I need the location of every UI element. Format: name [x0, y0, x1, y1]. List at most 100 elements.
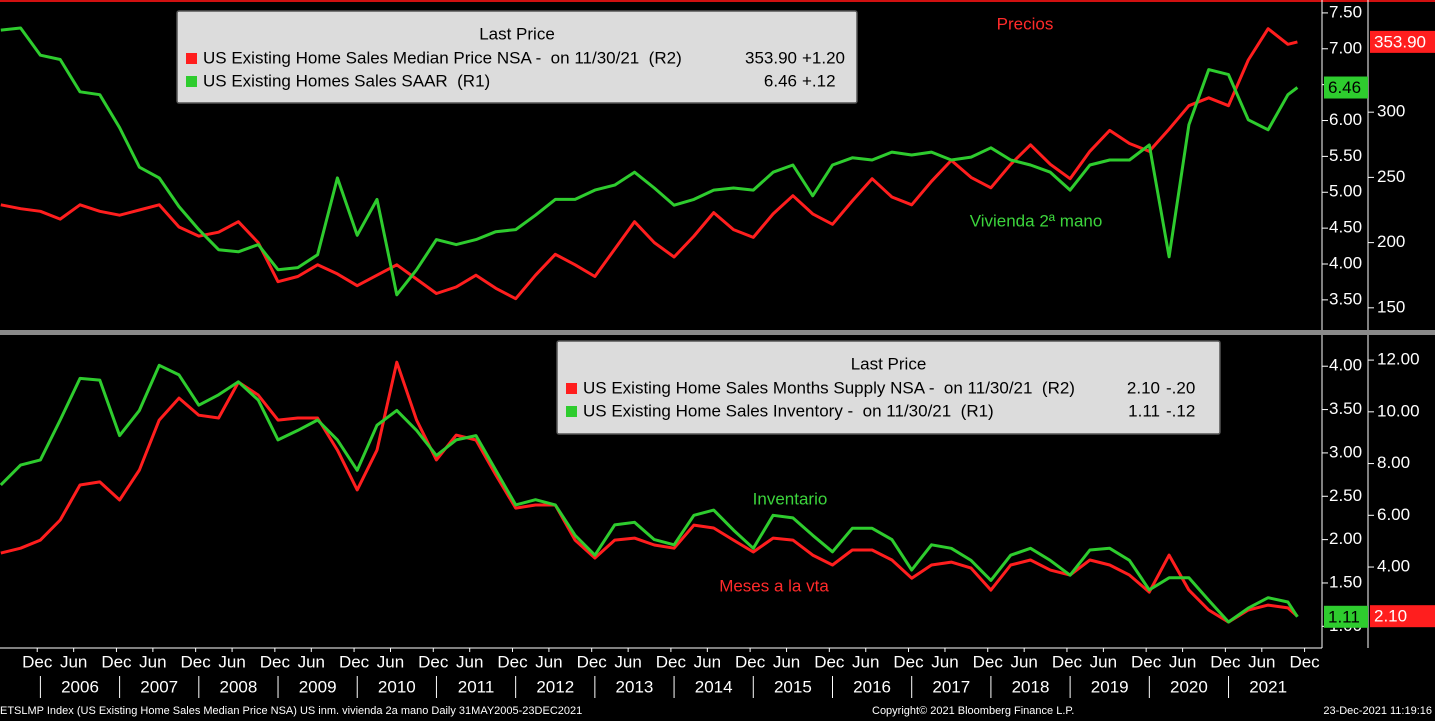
legend-title: Last Price: [479, 24, 555, 43]
x-tick-label: Jun: [1090, 652, 1117, 671]
x-tick-label: Dec: [181, 652, 212, 671]
x-tick-label: Jun: [377, 652, 404, 671]
last-value-label: 6.46: [1328, 78, 1361, 97]
annotation: Meses a la vta: [719, 576, 829, 595]
footer-source: ETSLMP Index (US Existing Home Sales Med…: [0, 705, 582, 717]
series-line: [0, 363, 1299, 624]
last-value-label: 353.90: [1374, 32, 1426, 51]
y2-tick-label: 12.00: [1377, 350, 1420, 369]
x-tick-label: Jun: [694, 652, 721, 671]
footer-copyright: Copyright© 2021 Bloomberg Finance L.P.: [872, 705, 1074, 717]
legend-change: +1.20: [802, 48, 845, 67]
x-tick-label: Dec: [260, 652, 291, 671]
legend-box: [176, 10, 858, 104]
y2-tick-label: 6.00: [1377, 505, 1410, 524]
legend-change: -.20: [1166, 378, 1195, 397]
y-tick-label: 4.00: [1329, 253, 1362, 272]
year-label: 2018: [1012, 677, 1050, 696]
x-tick-label: Jun: [60, 652, 87, 671]
year-label: 2013: [616, 677, 654, 696]
series-line: [0, 26, 1299, 297]
year-label: 2008: [220, 677, 258, 696]
y-tick-label: 7.00: [1329, 38, 1362, 57]
year-label: 2019: [1091, 677, 1129, 696]
legend-swatch: [566, 383, 577, 394]
panel-separator: [0, 330, 1435, 335]
y-tick-label: 2.50: [1329, 486, 1362, 505]
x-tick-label: Dec: [1052, 652, 1083, 671]
legend-swatch: [186, 53, 197, 64]
year-label: 2020: [1170, 677, 1208, 696]
y-tick-label: 7.50: [1329, 2, 1362, 21]
x-tick-label: Jun: [931, 652, 958, 671]
year-label: 2010: [378, 677, 416, 696]
y2-tick-label: 10.00: [1377, 401, 1420, 420]
last-value-tag: [1370, 605, 1435, 628]
y-tick-label: 4.00: [1329, 356, 1362, 375]
last-value-label: 1.11: [1328, 607, 1360, 626]
y2-tick-label: 250: [1377, 167, 1405, 186]
legend-title: Last Price: [851, 354, 927, 373]
y-tick-label: 3.00: [1329, 442, 1362, 461]
legend-last-value: 6.46: [764, 71, 797, 90]
x-tick-label: Dec: [656, 652, 687, 671]
x-tick-label: Jun: [852, 652, 879, 671]
legend-last-value: 1.11: [1128, 401, 1160, 420]
x-tick-label: Jun: [773, 652, 800, 671]
legend-last-value: 353.90: [745, 48, 797, 67]
last-value-tag: [1370, 30, 1435, 53]
year-label: 2016: [853, 677, 891, 696]
x-tick-label: Dec: [735, 652, 766, 671]
legend-entry: US Existing Homes Sales SAAR (R1): [203, 71, 490, 90]
x-tick-label: Jun: [456, 652, 483, 671]
x-tick-label: Dec: [339, 652, 370, 671]
y2-tick-label: 150: [1377, 297, 1405, 316]
annotation: Vivienda 2ª mano: [970, 211, 1103, 230]
year-label: 2015: [774, 677, 812, 696]
x-tick-label: Dec: [22, 652, 53, 671]
year-label: 2014: [695, 677, 733, 696]
x-tick-label: Dec: [1289, 652, 1320, 671]
y-tick-label: 3.50: [1329, 289, 1362, 308]
legend-swatch: [566, 406, 577, 417]
x-tick-label: Jun: [535, 652, 562, 671]
y-tick-label: 6.00: [1329, 110, 1362, 129]
annotation: Precios: [997, 14, 1054, 33]
x-tick-label: Dec: [101, 652, 132, 671]
y2-tick-label: 8.00: [1377, 453, 1410, 472]
year-label: 2006: [61, 677, 99, 696]
series-line: [0, 360, 1299, 624]
annotation: Inventario: [753, 489, 828, 508]
x-tick-label: Jun: [614, 652, 641, 671]
legend-entry: US Existing Home Sales Inventory - on 11…: [583, 401, 994, 420]
x-tick-label: Dec: [893, 652, 924, 671]
y-tick-label: 2.00: [1329, 529, 1362, 548]
year-label: 2009: [299, 677, 337, 696]
y2-tick-label: 200: [1377, 232, 1405, 251]
x-tick-label: Jun: [1248, 652, 1275, 671]
last-value-label: 2.10: [1374, 607, 1407, 626]
y-tick-label: 5.50: [1329, 146, 1362, 165]
series-line: [0, 27, 1298, 301]
last-value-tag: [1324, 605, 1368, 628]
x-tick-label: Dec: [973, 652, 1004, 671]
y2-tick-label: 300: [1377, 102, 1405, 121]
legend-swatch: [186, 76, 197, 87]
x-tick-label: Dec: [814, 652, 845, 671]
y2-tick-label: 4.00: [1377, 557, 1410, 576]
x-tick-label: Jun: [218, 652, 245, 671]
year-label: 2017: [932, 677, 970, 696]
x-tick-label: Jun: [139, 652, 166, 671]
legend-entry: US Existing Home Sales Months Supply NSA…: [583, 378, 1075, 397]
legend-box: [556, 340, 1221, 435]
x-tick-label: Jun: [1010, 652, 1037, 671]
year-label: 2021: [1249, 677, 1287, 696]
x-tick-label: Jun: [298, 652, 325, 671]
year-label: 2011: [458, 677, 495, 696]
legend-last-value: 2.10: [1127, 378, 1160, 397]
y-tick-label: 4.50: [1329, 218, 1362, 237]
legend-change: -.12: [1166, 401, 1195, 420]
footer-timestamp: 23-Dec-2021 11:19:16: [1323, 705, 1432, 717]
y-tick-label: 3.50: [1329, 399, 1362, 418]
